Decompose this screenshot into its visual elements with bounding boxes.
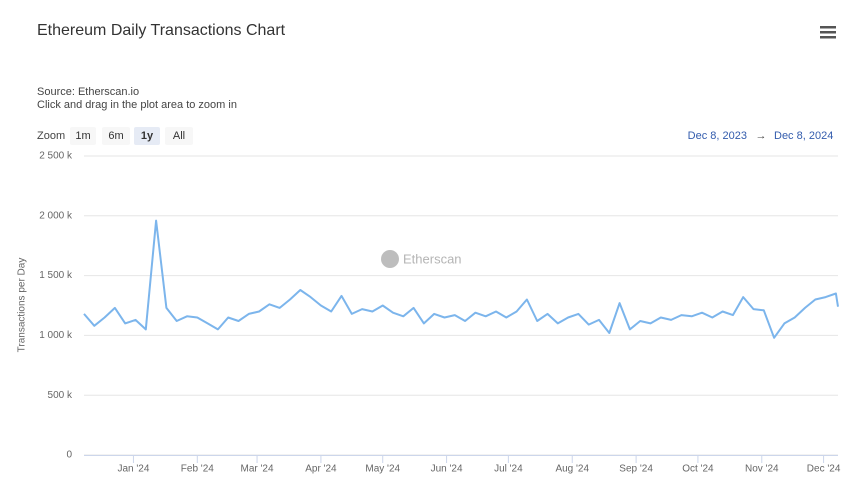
range-from[interactable]: Dec 8, 2023: [688, 130, 747, 142]
zoom-button-bg: [134, 127, 160, 145]
x-tick-label: Mar '24: [241, 464, 274, 475]
x-tick-label: Aug '24: [555, 464, 589, 475]
zoom-button-bg: [102, 127, 130, 145]
y-tick-label: 0: [66, 450, 72, 461]
menu-button[interactable]: [820, 26, 836, 39]
zoom-button[interactable]: All: [165, 127, 193, 145]
watermark: Etherscan: [381, 250, 462, 268]
x-tick-label: Nov '24: [745, 464, 779, 475]
x-tick-label: Jun '24: [431, 464, 463, 475]
data-line: [83, 219, 839, 339]
y-tick-label: 500 k: [48, 390, 73, 401]
x-tick-label: Oct '24: [682, 464, 714, 475]
menu-bar: [820, 36, 836, 39]
menu-bar: [820, 31, 836, 34]
y-axis-title: Transactions per Day: [17, 258, 28, 353]
subtitle: Source: Etherscan.io: [37, 86, 139, 98]
x-tick-label: Apr '24: [305, 464, 337, 475]
watermark-text: Etherscan: [403, 251, 462, 266]
y-tick-label: 1 500 k: [39, 270, 73, 281]
zoom-button[interactable]: 1m: [70, 127, 96, 145]
x-tick-label: Dec '24: [807, 464, 841, 475]
x-tick-label: Jul '24: [494, 464, 523, 475]
x-tick-label: Feb '24: [181, 464, 214, 475]
zoom-button-label: 1m: [75, 130, 90, 142]
zoom-button[interactable]: 6m: [102, 127, 130, 145]
zoom-button-label: 6m: [108, 130, 123, 142]
x-tick-label: Jan '24: [117, 464, 149, 475]
menu-bar: [820, 26, 836, 29]
y-tick-label: 1 000 k: [39, 330, 73, 341]
zoom-button-bg: [165, 127, 193, 145]
y-tick-label: 2 000 k: [39, 210, 73, 221]
x-tick-label: May '24: [365, 464, 400, 475]
watermark-logo: [381, 250, 399, 268]
y-tick-label: 2 500 k: [39, 151, 73, 162]
zoom-label: Zoom: [37, 130, 65, 142]
zoom-button[interactable]: 1y: [134, 127, 160, 145]
zoom-button-label: 1y: [141, 130, 154, 142]
chart-title: Ethereum Daily Transactions Chart: [37, 22, 286, 39]
note: Click and drag in the plot area to zoom …: [37, 99, 237, 111]
range-arrow: →: [756, 130, 767, 142]
zoom-button-label: All: [173, 130, 185, 142]
range-to[interactable]: Dec 8, 2024: [774, 130, 833, 142]
x-tick-label: Sep '24: [619, 464, 653, 475]
zoom-button-bg: [70, 127, 96, 145]
